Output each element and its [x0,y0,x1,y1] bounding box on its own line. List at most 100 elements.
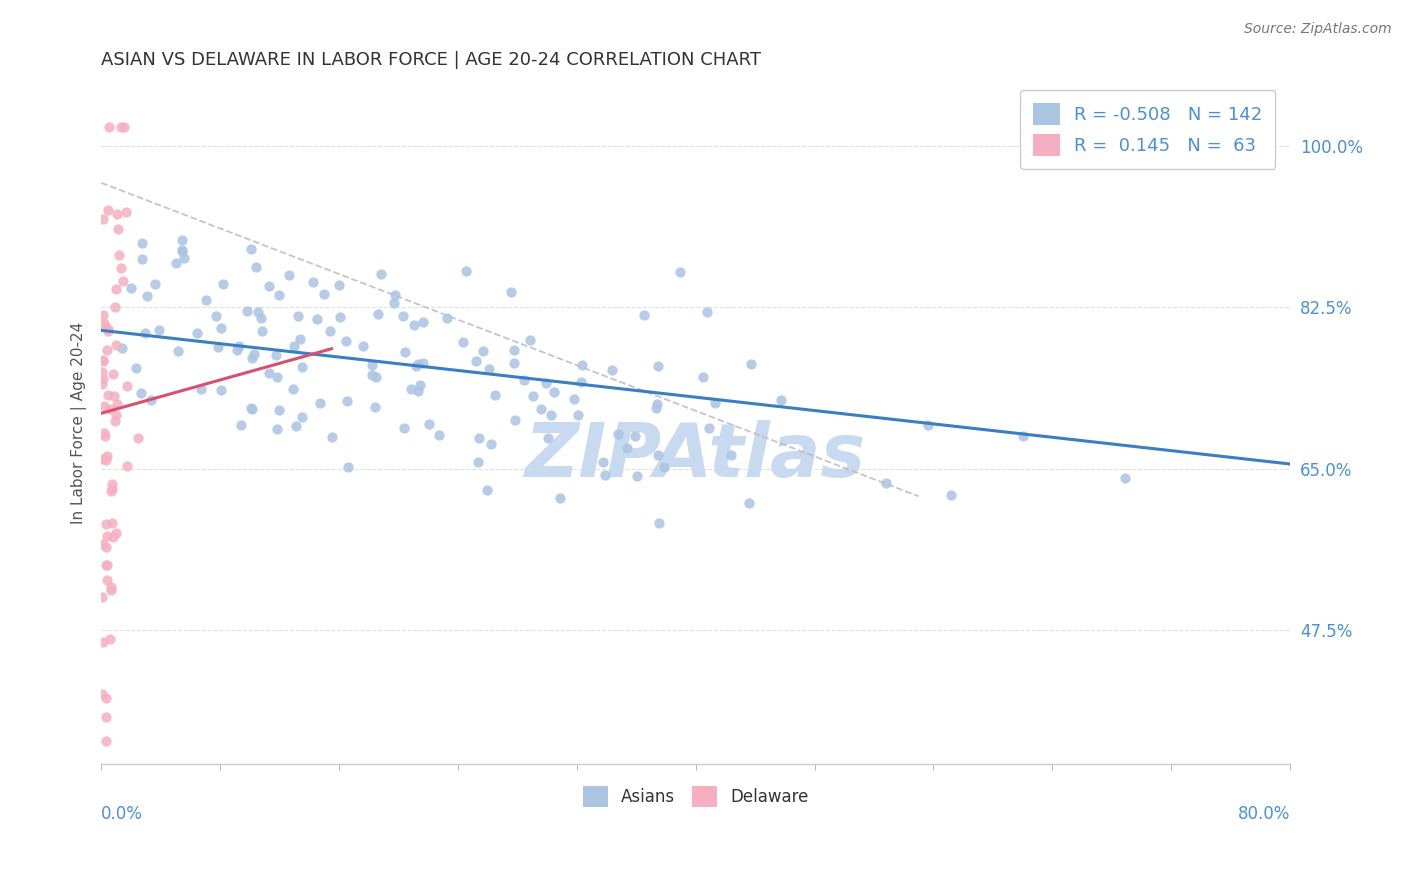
Point [250,324,273,338]
Point [266,370,288,384]
Point [90,591,112,605]
Point [96,558,118,573]
Point [309,396,332,410]
Point [522,389,544,403]
Point [335,334,357,348]
Point [454,264,477,278]
Point [394,421,416,435]
Point [125,360,148,375]
Point [170,243,193,257]
Point [288,332,311,346]
Point [129,386,152,401]
Point [502,343,524,357]
Point [240,401,263,416]
Point [97,324,120,338]
Point [406,384,429,398]
Point [173,251,195,265]
Point [530,401,553,416]
Point [97,120,120,135]
Point [101,530,124,544]
Point [647,448,669,462]
Point [502,355,524,369]
Point [266,422,288,436]
Point [94,690,117,705]
Point [405,359,427,373]
Point [94,540,117,554]
Point [205,309,228,323]
Point [91,211,114,226]
Point [370,267,392,281]
Point [91,352,114,367]
Point [314,287,336,301]
Point [696,305,718,319]
Point [361,368,384,382]
Point [91,372,114,386]
Point [100,484,122,499]
Point [257,367,280,381]
Point [624,429,647,443]
Point [240,351,263,365]
Point [633,309,655,323]
Point [647,359,669,374]
Point [91,687,114,701]
Point [479,437,502,451]
Point [91,308,114,322]
Point [593,468,616,483]
Point [569,375,592,389]
Point [484,388,506,402]
Point [240,242,263,256]
Point [165,256,187,270]
Point [939,488,962,502]
Point [131,235,153,250]
Point [186,326,208,341]
Point [412,356,434,370]
Point [501,285,523,299]
Point [534,376,557,391]
Text: Source: ZipAtlas.com: Source: ZipAtlas.com [1244,22,1392,37]
Point [117,458,139,473]
Point [104,338,127,352]
Point [465,354,488,368]
Point [259,278,281,293]
Point [97,321,120,335]
Point [600,362,623,376]
Point [93,399,115,413]
Point [412,315,434,329]
Text: 80.0%: 80.0% [1237,805,1291,823]
Point [108,248,131,262]
Point [267,402,290,417]
Point [394,345,416,359]
Point [111,342,134,356]
Point [697,421,720,435]
Point [170,244,193,258]
Point [93,316,115,330]
Point [328,277,350,292]
Legend: Asians, Delaware: Asians, Delaware [576,780,815,814]
Point [101,367,124,381]
Point [105,207,128,221]
Point [336,393,359,408]
Point [103,389,125,403]
Point [96,529,118,543]
Point [917,417,939,432]
Point [93,537,115,551]
Point [107,222,129,236]
Point [100,581,122,595]
Point [692,370,714,384]
Point [96,449,118,463]
Point [104,526,127,541]
Point [644,401,666,416]
Point [212,277,235,292]
Point [478,362,501,376]
Point [550,491,572,505]
Point [104,414,127,428]
Point [875,476,897,491]
Point [467,455,489,469]
Point [626,469,648,483]
Point [96,710,118,724]
Point [285,418,308,433]
Point [110,120,132,135]
Point [96,516,118,531]
Point [104,300,127,314]
Point [110,260,132,275]
